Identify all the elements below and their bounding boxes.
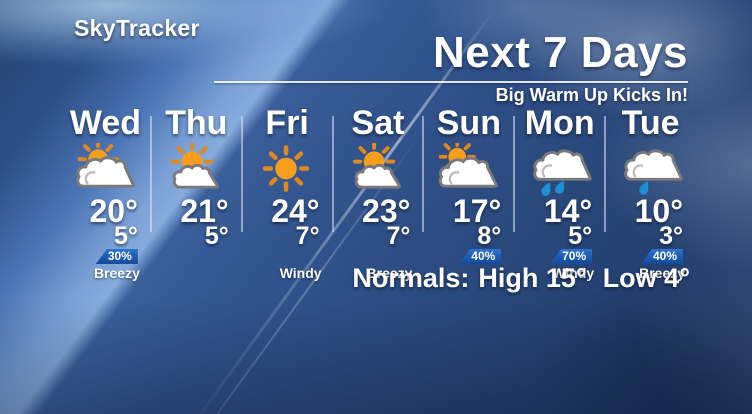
precip-chance-badge: 70% (550, 249, 593, 264)
page-title: Next 7 Days (433, 28, 688, 77)
day-label: Sun (436, 104, 501, 142)
mostly-sunny-icon (151, 143, 242, 196)
day-label: Mon (524, 104, 595, 142)
day-label: Thu (165, 104, 228, 142)
sunny-icon (242, 143, 333, 196)
precip-chance-badge: 30% (95, 249, 138, 264)
forecast-grid: Wed 20° 5° 30% Breezy Thu 21° 5° Fri 24°… (60, 104, 696, 281)
wind-label: Breezy (639, 265, 686, 281)
forecast-headline: Big Warm Up Kicks In! (495, 85, 688, 105)
day-label: Fri (265, 104, 309, 142)
high-temp: 14° (543, 193, 593, 229)
day-column-thu: Thu 21° 5° (151, 104, 243, 281)
day-label: Sat (351, 104, 405, 142)
wind-label: Windy (279, 265, 322, 281)
low-temp: 7° (295, 222, 320, 250)
day-column-mon: Mon 14° 5° 70% Windy (514, 104, 607, 281)
low-temp: 5° (568, 222, 593, 250)
mostly-sunny-icon (333, 143, 424, 196)
normals-high-value: High 15° (478, 263, 587, 293)
low-temp: 8° (477, 222, 502, 250)
low-temp: 7° (386, 222, 411, 250)
day-label: Tue (621, 104, 680, 142)
day-column-tue: Tue 10° 3° 40% Breezy (605, 104, 696, 281)
low-temp: 3° (659, 222, 684, 250)
day-column-sun: Sun 17° 8° 40% (423, 104, 516, 281)
wind-label: Breezy (366, 265, 413, 281)
high-temp: 23° (362, 193, 411, 229)
low-temp: 5° (204, 222, 229, 250)
title-divider-line (214, 81, 688, 83)
day-column-fri: Fri 24° 7° Windy (242, 104, 334, 281)
wind-label: Breezy (93, 265, 140, 281)
normals-label: Normals: (352, 263, 470, 293)
high-temp: 24° (271, 193, 320, 229)
high-temp: 10° (634, 193, 684, 229)
high-temp: 20° (89, 193, 138, 229)
wind-label (151, 266, 242, 281)
high-temp: 21° (180, 193, 229, 229)
low-temp: 5° (113, 222, 138, 250)
precip-chance-badge: 40% (640, 249, 684, 264)
skytracker-logo: SkyTracker (74, 15, 200, 41)
normals-low-value: Low 4° (602, 263, 690, 293)
high-temp: 17° (452, 193, 502, 229)
partly-cloudy-icon (60, 143, 151, 196)
day-label: Wed (69, 104, 141, 142)
precip-chance-badge: 40% (459, 249, 502, 264)
day-column-wed: Wed 20° 5° 30% Breezy (60, 104, 152, 281)
mostly-cloudy-icon (423, 143, 514, 196)
showers-icon (605, 143, 696, 196)
day-column-sat: Sat 23° 7° Breezy (333, 104, 425, 281)
normals-line: Normals: High 15° Low 4° (352, 263, 690, 294)
rain-icon (514, 143, 605, 196)
wind-label: Windy (552, 265, 595, 281)
